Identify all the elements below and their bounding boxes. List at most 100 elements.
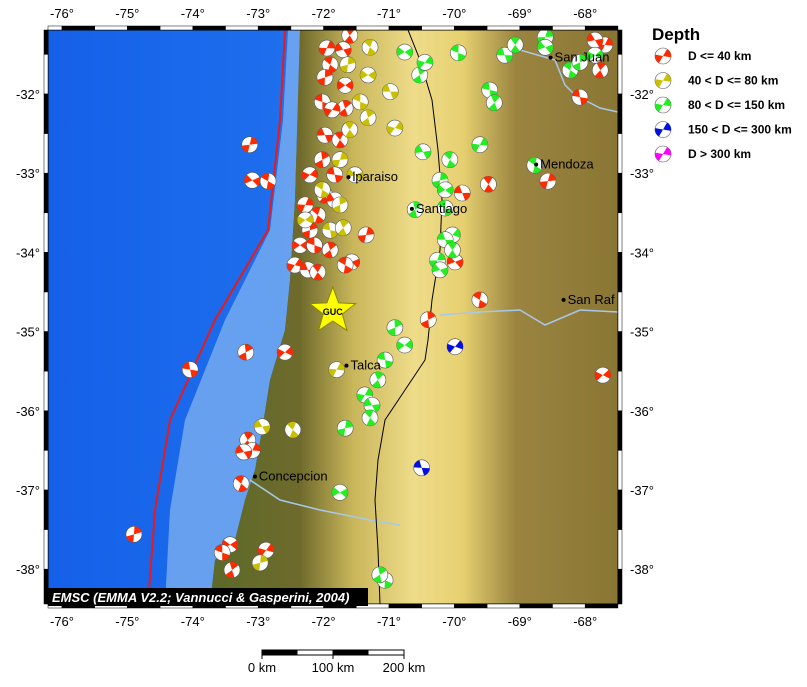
earthquake-beachball[interactable] [480, 175, 497, 193]
earthquake-beachball[interactable] [291, 236, 309, 254]
earthquake-beachball[interactable] [471, 136, 489, 153]
earthquake-beachball[interactable] [506, 36, 524, 54]
longitude-label: -74° [181, 6, 205, 21]
river [249, 479, 401, 526]
earthquake-beachball[interactable] [359, 66, 377, 84]
earthquake-beachball[interactable] [436, 181, 454, 199]
earthquake-beachball[interactable] [331, 151, 349, 169]
earthquake-beachball[interactable] [339, 56, 357, 73]
earthquake-beachball[interactable] [446, 338, 464, 355]
earthquake-beachball[interactable] [181, 361, 199, 378]
earthquake-beachball[interactable] [396, 43, 413, 61]
earthquake-beachball[interactable] [336, 76, 354, 94]
earthquake-beachball[interactable] [406, 201, 424, 218]
earthquake-beachball[interactable] [453, 184, 471, 202]
earthquake-beachball[interactable] [244, 172, 261, 189]
earthquake-beachball[interactable] [309, 263, 327, 281]
earthquake-beachball[interactable] [571, 88, 589, 106]
longitude-label: -72° [312, 6, 336, 21]
earthquake-beachball[interactable] [363, 396, 381, 414]
earthquake-beachball[interactable] [321, 221, 339, 239]
city-dot [252, 474, 257, 479]
latitude-label: -38° [630, 562, 654, 577]
earthquake-beachball[interactable] [301, 166, 319, 184]
earthquake-beachball[interactable] [485, 94, 503, 112]
earthquake-beachball[interactable] [331, 196, 349, 214]
earthquake-beachball[interactable] [537, 38, 554, 56]
earthquake-beachball[interactable] [223, 561, 241, 579]
earthquake-beachball[interactable] [237, 343, 255, 361]
earthquake-beachball[interactable] [334, 41, 352, 58]
earthquake-beachball[interactable] [371, 566, 389, 584]
earthquake-beachball[interactable] [125, 526, 143, 543]
earthquake-beachball[interactable] [284, 421, 302, 439]
earthquake-beachball[interactable] [257, 541, 275, 559]
earthquake-beachball[interactable] [313, 151, 331, 169]
earthquake-beachball[interactable] [411, 66, 429, 84]
earthquake-beachball[interactable] [213, 544, 231, 561]
earthquake-beachball[interactable] [539, 172, 557, 190]
earthquake-beachball[interactable] [276, 343, 294, 361]
earthquake-beachball[interactable] [232, 475, 250, 492]
earthquake-beachball[interactable] [334, 219, 352, 237]
earthquake-beachball[interactable] [306, 236, 323, 254]
earthquake-beachball[interactable] [586, 31, 604, 49]
earthquake-beachball[interactable] [336, 256, 354, 274]
earthquake-beachball[interactable] [313, 181, 331, 199]
earthquake-beachball[interactable] [241, 136, 258, 153]
longitude-label: -76° [50, 614, 74, 629]
earthquake-beachball[interactable] [341, 27, 359, 44]
earthquake-beachball[interactable] [321, 56, 339, 73]
legend-label: D > 300 km [688, 147, 751, 161]
earthquake-beachball[interactable] [323, 101, 341, 119]
earthquake-beachball[interactable] [586, 46, 604, 64]
longitude-label: -69° [508, 614, 532, 629]
earthquake-beachball[interactable] [414, 143, 432, 161]
earthquake-beachball[interactable] [450, 44, 467, 62]
earthquake-beachball[interactable] [594, 366, 612, 384]
earthquake-beachball[interactable] [591, 61, 609, 79]
earthquake-beachball[interactable] [336, 419, 354, 437]
earthquake-beachball[interactable] [331, 484, 349, 501]
earthquake-beachball[interactable] [316, 69, 334, 86]
earthquake-beachball[interactable] [419, 311, 437, 329]
depth-legend: Depth D <= 40 km 40 < D <= 80 km 80 < D <=… [652, 25, 792, 163]
earthquake-beachball[interactable] [369, 371, 387, 389]
earthquake-beachball[interactable] [386, 319, 404, 336]
earthquake-beachball[interactable] [357, 226, 375, 244]
earthquake-beachball[interactable] [386, 119, 404, 137]
earthquake-beachball[interactable] [436, 199, 454, 217]
earthquake-beachball[interactable] [351, 93, 369, 111]
earthquake-beachball[interactable] [321, 241, 339, 259]
earthquake-beachball[interactable] [382, 83, 399, 100]
earthquake-beachball[interactable] [471, 291, 489, 309]
earthquake-beachball[interactable] [328, 361, 345, 378]
legend-label: 150 < D <= 300 km [688, 123, 792, 137]
station-marker[interactable]: GUC [308, 285, 357, 332]
earthquake-beachball[interactable] [361, 409, 379, 427]
scale-label: 0 km [248, 660, 276, 675]
earthquake-beachball[interactable] [331, 131, 349, 149]
earthquake-beachball[interactable] [296, 211, 314, 229]
earthquake-beachball[interactable] [431, 261, 449, 279]
earthquake-beachball[interactable] [441, 151, 459, 169]
earthquake-beachball[interactable] [496, 46, 514, 64]
earthquake-beachball[interactable] [326, 166, 344, 184]
earthquake-beachball[interactable] [444, 241, 461, 259]
earthquake-beachball[interactable] [251, 554, 269, 572]
earthquake-beachball[interactable] [361, 38, 379, 56]
earthquake-beachball[interactable] [413, 459, 431, 477]
earthquake-beachball[interactable] [235, 443, 253, 461]
earthquake-beachball[interactable] [259, 172, 277, 190]
earthquake-beachball[interactable] [253, 418, 271, 435]
earthquake-beachball[interactable] [376, 351, 394, 369]
earthquake-beachball[interactable] [416, 54, 434, 71]
earthquake-beachball[interactable] [396, 336, 413, 354]
earthquake-beachball[interactable] [571, 54, 589, 71]
earthquake-beachball[interactable] [316, 126, 334, 144]
longitude-label: -71° [377, 6, 401, 21]
earthquake-beachball[interactable] [318, 39, 336, 57]
longitude-label: -73° [246, 614, 270, 629]
earthquake-beachball[interactable] [359, 109, 377, 127]
earthquake-beachball[interactable] [341, 121, 359, 138]
